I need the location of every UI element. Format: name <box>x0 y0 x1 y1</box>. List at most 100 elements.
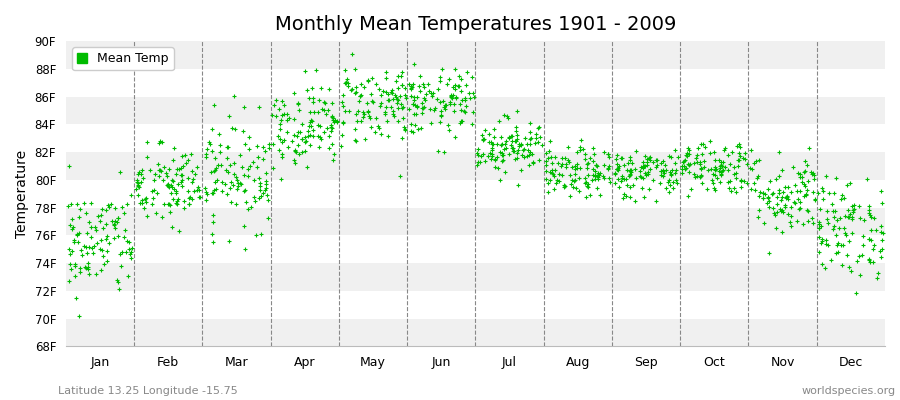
Point <box>276 102 291 108</box>
Point <box>662 152 676 159</box>
Point <box>771 172 786 179</box>
Point <box>458 108 473 115</box>
Point <box>174 171 188 178</box>
Point <box>93 218 107 224</box>
Point <box>580 184 595 190</box>
Point <box>649 164 663 170</box>
Point <box>835 262 850 268</box>
Point <box>466 108 481 115</box>
Point <box>791 196 806 202</box>
Point <box>176 204 191 211</box>
Point <box>806 189 821 195</box>
Bar <box>66 152 885 180</box>
Point <box>87 242 102 249</box>
Point <box>403 121 418 127</box>
Point <box>814 260 829 267</box>
Point <box>361 108 375 114</box>
Point <box>852 215 867 222</box>
Point <box>502 151 517 157</box>
Point <box>166 156 181 163</box>
Point <box>500 138 514 144</box>
Point <box>329 118 344 124</box>
Point <box>656 168 670 174</box>
Point <box>665 167 680 173</box>
Point <box>767 210 781 217</box>
Point <box>185 176 200 182</box>
Point <box>644 157 658 164</box>
Point <box>853 272 868 278</box>
Point <box>379 104 393 110</box>
Point <box>166 178 180 184</box>
Point <box>523 136 537 142</box>
Point <box>242 134 256 140</box>
Point <box>433 99 447 106</box>
Point <box>652 180 667 186</box>
Point <box>792 206 806 212</box>
Point <box>678 157 692 163</box>
Point <box>597 175 611 182</box>
Point <box>368 128 382 135</box>
Point <box>402 81 417 88</box>
Point <box>715 159 729 165</box>
Point <box>110 218 124 225</box>
Point <box>588 175 602 182</box>
Point <box>130 182 145 188</box>
Point <box>791 170 806 177</box>
Point <box>291 99 305 106</box>
Point <box>327 150 341 157</box>
Point <box>229 174 243 180</box>
Point <box>186 188 201 194</box>
Point <box>393 173 408 179</box>
Point <box>780 196 795 202</box>
Point <box>438 106 453 112</box>
Point <box>698 143 713 150</box>
Point <box>114 249 129 255</box>
Point <box>385 111 400 117</box>
Point <box>445 95 459 102</box>
Point <box>750 175 764 181</box>
Point <box>381 133 395 139</box>
Point <box>100 248 114 254</box>
Point <box>206 168 220 174</box>
Point <box>505 133 519 140</box>
Point <box>581 181 596 187</box>
Point <box>176 163 190 170</box>
Point <box>798 168 813 174</box>
Point <box>724 188 738 194</box>
Point <box>442 126 456 133</box>
Point <box>406 129 420 136</box>
Point <box>406 101 420 107</box>
Point <box>314 136 328 142</box>
Point <box>835 192 850 198</box>
Point <box>506 145 520 152</box>
Point <box>300 164 314 171</box>
Point <box>541 189 555 195</box>
Point <box>112 286 126 292</box>
Point <box>675 166 689 172</box>
Point <box>258 170 273 176</box>
Point <box>483 139 498 146</box>
Point <box>269 97 284 104</box>
Point <box>413 125 428 131</box>
Point <box>111 215 125 221</box>
Point <box>818 265 832 272</box>
Point <box>583 155 598 161</box>
Point <box>524 135 538 141</box>
Point <box>154 167 168 174</box>
Point <box>259 185 274 191</box>
Point <box>166 144 181 151</box>
Point <box>509 108 524 114</box>
Point <box>874 188 888 194</box>
Point <box>522 152 536 158</box>
Point <box>833 195 848 202</box>
Point <box>454 118 468 124</box>
Point <box>274 150 289 157</box>
Point <box>876 230 890 236</box>
Point <box>545 167 560 173</box>
Point <box>784 212 798 219</box>
Point <box>778 202 793 208</box>
Point <box>405 84 419 90</box>
Point <box>654 168 669 175</box>
Point <box>731 157 745 163</box>
Point <box>589 172 603 178</box>
